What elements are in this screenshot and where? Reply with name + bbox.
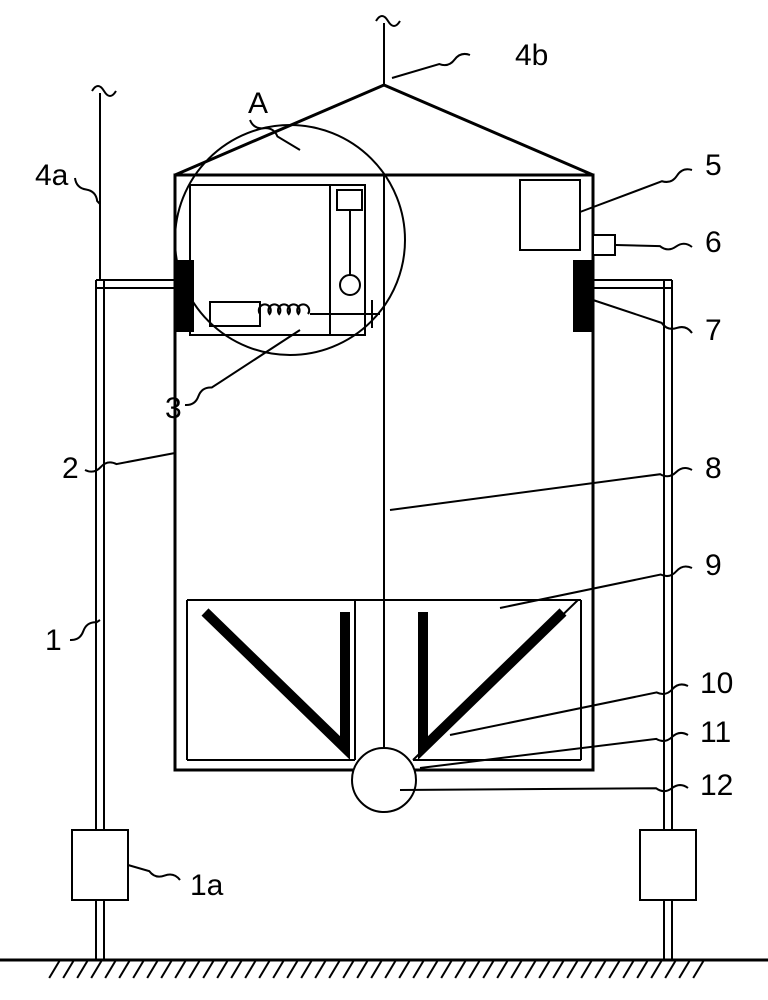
label-2: 2	[62, 452, 175, 485]
label-6: 6	[616, 226, 722, 259]
box-5	[520, 180, 580, 250]
label-text-5: 5	[705, 149, 722, 182]
leader-6	[616, 244, 692, 250]
label-text-6: 6	[705, 226, 722, 259]
label-text-10: 10	[700, 667, 733, 700]
label-text-8: 8	[705, 452, 722, 485]
label-12: 12	[400, 769, 733, 802]
side-block-right	[573, 260, 593, 332]
label-text-A: A	[248, 87, 268, 120]
leader-12	[400, 785, 688, 791]
label-text-1a: 1a	[190, 869, 224, 902]
label-text-4a: 4a	[35, 159, 69, 192]
label-text-1: 1	[45, 624, 62, 657]
label-text-2: 2	[62, 452, 79, 485]
leader-7	[593, 300, 692, 333]
label-text-9: 9	[705, 549, 722, 582]
ground	[0, 960, 768, 978]
label-text-11: 11	[700, 716, 731, 749]
label-text-7: 7	[705, 314, 722, 347]
label-1a: 1a	[128, 865, 224, 902]
leader-5	[580, 169, 692, 212]
tab-6	[593, 235, 615, 255]
label-text-4b: 4b	[515, 39, 548, 72]
label-text-12: 12	[700, 769, 733, 802]
label-7: 7	[593, 300, 722, 347]
foot-right	[640, 830, 696, 900]
leader-2	[85, 453, 175, 472]
label-4b: 4b	[392, 39, 548, 78]
roof	[175, 85, 593, 175]
label-4a: 4a	[35, 159, 100, 204]
wire-4a	[92, 86, 116, 280]
foot-left	[72, 830, 128, 900]
wire-4b	[376, 16, 400, 85]
label-5: 5	[580, 149, 722, 212]
leader-4a	[75, 178, 100, 204]
label-text-3: 3	[165, 392, 182, 425]
label-1: 1	[45, 620, 100, 657]
leader-4b	[392, 54, 470, 78]
leader-1a	[128, 865, 180, 880]
diagram-root: 4b A 4a 5 6 7 3 2 8 9 1 10 11 12 1a	[0, 16, 768, 978]
ball-12	[352, 748, 416, 812]
